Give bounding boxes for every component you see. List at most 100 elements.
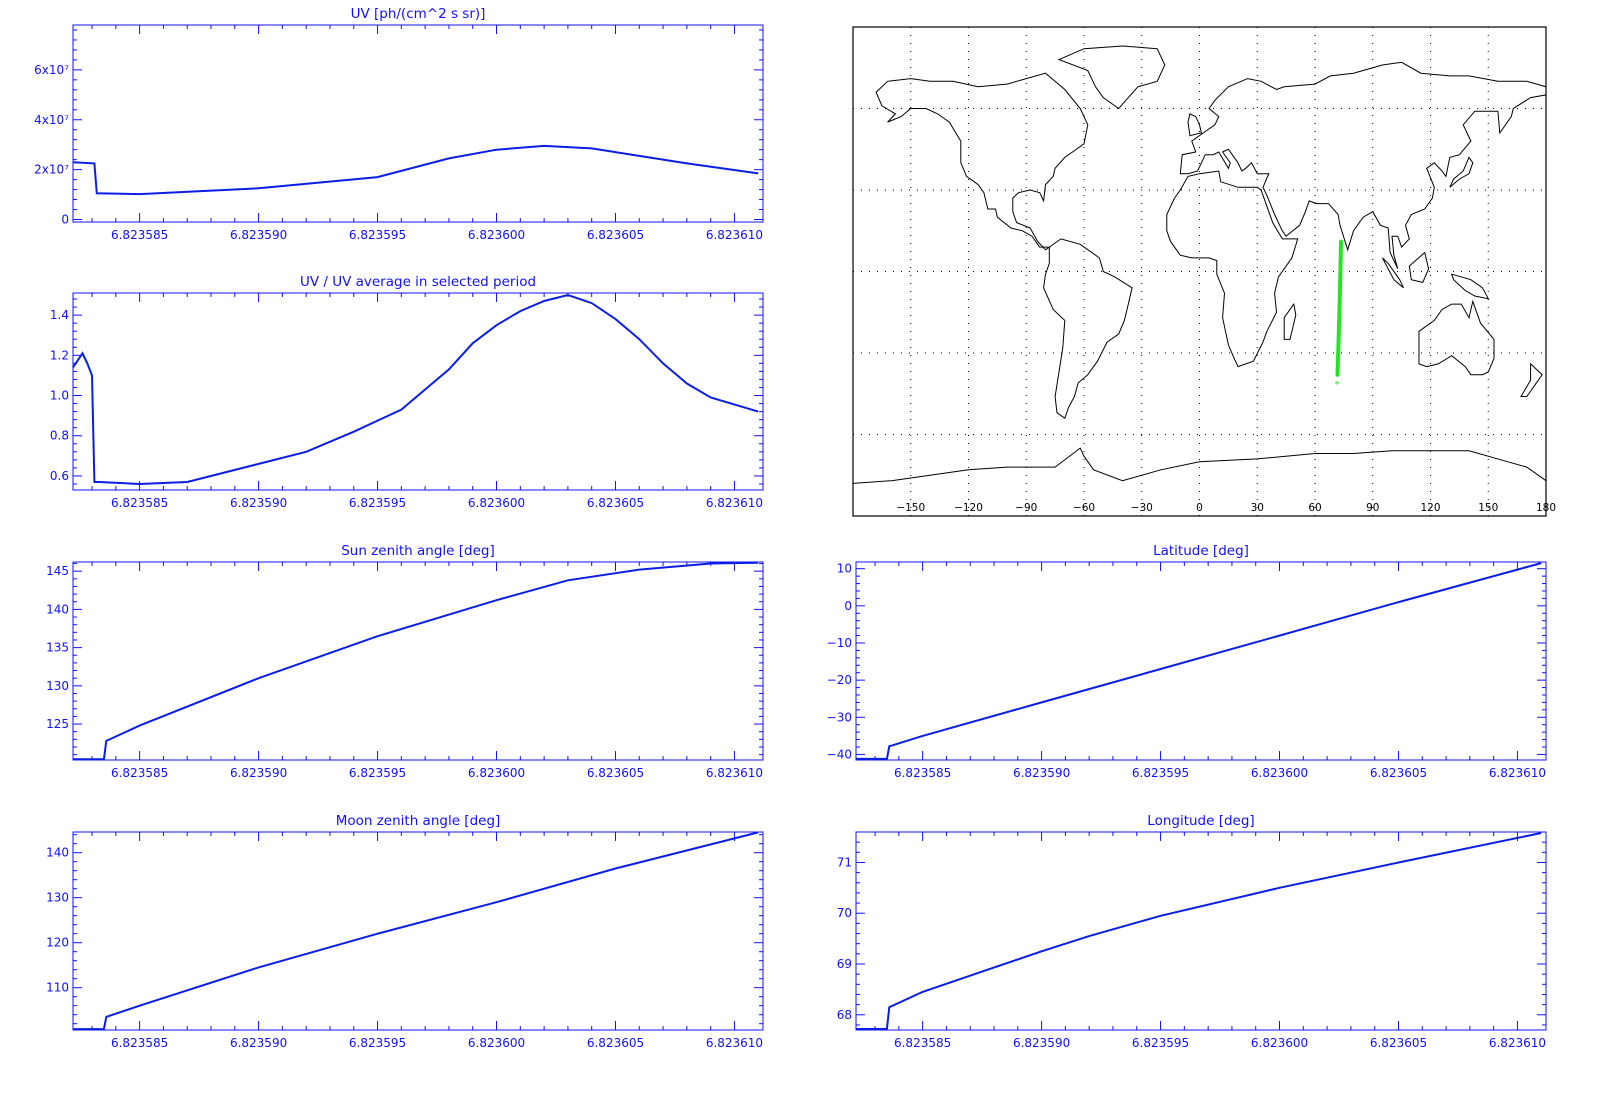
y-tick-label: 130 <box>46 679 69 693</box>
y-tick-label: 10 <box>837 562 852 576</box>
map-lon-label: 150 <box>1478 502 1498 514</box>
plot-frame <box>72 24 764 223</box>
x-tick-label: 6.823610 <box>706 496 763 510</box>
map-lon-label: 0 <box>1196 502 1203 514</box>
x-tick-label: 6.823585 <box>111 228 168 242</box>
x-tick-label: 6.823585 <box>111 1036 168 1050</box>
x-tick-label: 6.823610 <box>706 766 763 780</box>
coastline-antarctica <box>852 447 1547 484</box>
map-lon-label: −150 <box>896 502 925 514</box>
coastline-madagascar <box>1283 302 1297 340</box>
x-tick-label: 6.823595 <box>349 1036 406 1050</box>
plot-frame <box>72 561 764 761</box>
x-tick-label: 6.823610 <box>706 228 763 242</box>
y-tick-label: 71 <box>837 855 852 869</box>
data-series-line <box>73 831 759 1031</box>
x-tick-label: 6.823595 <box>349 228 406 242</box>
x-tick-label: 6.823605 <box>587 766 644 780</box>
chart-title: Latitude [deg] <box>1153 543 1249 559</box>
x-tick-label: 6.823610 <box>1489 766 1546 780</box>
x-tick-label: 6.823595 <box>1132 766 1189 780</box>
plot-frame <box>72 292 764 491</box>
y-tick-label: −20 <box>827 673 852 687</box>
x-tick-label: 6.823610 <box>1489 1036 1546 1050</box>
y-tick-label: 0.6 <box>50 469 69 483</box>
coastline-eurasia <box>1179 61 1547 270</box>
chart-title: Moon zenith angle [deg] <box>336 813 501 829</box>
x-tick-label: 6.823610 <box>706 1036 763 1050</box>
y-tick-label: −10 <box>827 636 852 650</box>
y-tick-label: 110 <box>46 981 69 995</box>
data-series-line <box>856 832 1542 1030</box>
x-tick-label: 6.823590 <box>230 1036 287 1050</box>
y-tick-label: 140 <box>46 602 69 616</box>
chart-title: Longitude [deg] <box>1147 813 1254 829</box>
x-tick-label: 6.823605 <box>587 228 644 242</box>
y-tick-label: −30 <box>827 710 852 724</box>
map-lon-label: −30 <box>1131 502 1153 514</box>
plot-frame <box>855 831 1547 1031</box>
chart-uv_ratio: UV / UV average in selected period 6.8235… <box>50 274 764 510</box>
x-tick-label: 6.823595 <box>1132 1036 1189 1050</box>
chart-title: Sun zenith angle [deg] <box>341 543 495 559</box>
y-tick-label: 130 <box>46 891 69 905</box>
coastline-sumatra <box>1381 257 1404 289</box>
x-tick-label: 6.823600 <box>1251 1036 1308 1050</box>
x-tick-label: 6.823605 <box>587 496 644 510</box>
y-tick-label: 1.0 <box>50 389 69 403</box>
map-lon-label: −90 <box>1015 502 1037 514</box>
data-series-line <box>856 562 1542 760</box>
x-tick-label: 6.823585 <box>894 1036 951 1050</box>
x-tick-label: 6.823600 <box>468 228 525 242</box>
y-tick-label: 135 <box>46 641 69 655</box>
coastline-japan <box>1449 156 1474 188</box>
y-tick-label: 69 <box>837 957 852 971</box>
y-tick-label: 2x10⁷ <box>34 163 69 177</box>
x-tick-label: 6.823600 <box>1251 766 1308 780</box>
map-lon-label: −60 <box>1073 502 1095 514</box>
y-tick-label: 6x10⁷ <box>34 63 69 77</box>
x-tick-label: 6.823600 <box>468 1036 525 1050</box>
x-tick-label: 6.823590 <box>230 496 287 510</box>
chart-title: UV / UV average in selected period <box>300 274 536 290</box>
coastline-borneo <box>1408 251 1430 283</box>
y-tick-label: 120 <box>46 936 69 950</box>
data-series-line <box>72 293 759 486</box>
chart-lat: Latitude [deg] 6.823585 6.823590 6.823595 6.… <box>827 543 1547 780</box>
x-tick-label: 6.823605 <box>587 1036 644 1050</box>
coastline-greenland <box>1057 45 1166 110</box>
map-lon-label: 180 <box>1536 502 1556 514</box>
x-tick-label: 6.823590 <box>230 228 287 242</box>
plot-frame <box>72 831 764 1031</box>
coastline-australia <box>1418 299 1495 376</box>
chart-uv: UV [ph/(cm^2 s sr)] 6.823585 6.823590 6.823… <box>34 6 764 242</box>
chart-moon: Moon zenith angle [deg] 6.823585 6.823590 6… <box>46 813 764 1050</box>
y-tick-label: 0 <box>844 599 852 613</box>
satellite-ground-track <box>1335 239 1343 377</box>
y-tick-label: 1.2 <box>50 348 69 362</box>
y-tick-label: 0 <box>61 213 69 227</box>
chart-title: UV [ph/(cm^2 s sr)] <box>351 6 486 22</box>
x-tick-label: 6.823600 <box>468 496 525 510</box>
map-lon-label: 90 <box>1366 502 1379 514</box>
y-tick-label: −40 <box>827 747 852 761</box>
y-tick-label: 125 <box>46 717 69 731</box>
data-series-line <box>72 144 759 196</box>
y-tick-label: 140 <box>46 846 69 860</box>
x-tick-label: 6.823590 <box>1013 1036 1070 1050</box>
coastline-new-guinea <box>1450 273 1490 300</box>
map-lon-label: 60 <box>1308 502 1321 514</box>
coastline-africa <box>1166 170 1299 368</box>
map-lon-label: 120 <box>1420 502 1440 514</box>
x-tick-label: 6.823590 <box>1013 766 1070 780</box>
map-lon-label: −120 <box>954 502 983 514</box>
map-lon-label: 30 <box>1251 502 1264 514</box>
y-tick-label: 1.4 <box>50 308 69 322</box>
x-tick-label: 6.823600 <box>468 766 525 780</box>
y-tick-label: 68 <box>837 1008 852 1022</box>
plot-frame <box>855 561 1547 761</box>
world-map-panel: * −150 −120 −90 −60 −30 0 30 60 90 120 150 180 <box>852 26 1556 517</box>
x-tick-label: 6.823590 <box>230 766 287 780</box>
y-tick-label: 4x10⁷ <box>34 113 69 127</box>
coastline-new-zealand <box>1520 362 1543 397</box>
